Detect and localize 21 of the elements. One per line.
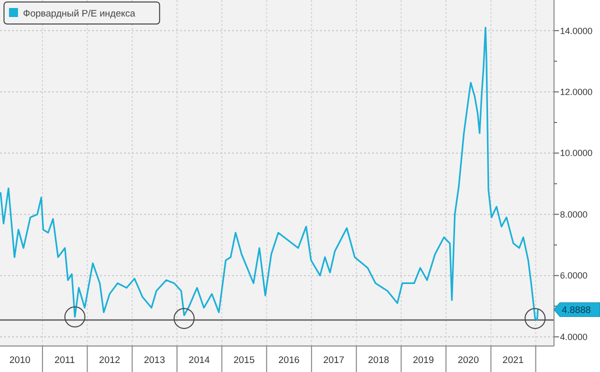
x-tick-label: 2012 — [99, 355, 120, 366]
y-tick-label: 6.0000 — [560, 270, 588, 281]
y-tick-label: 10.0000 — [560, 148, 593, 158]
x-tick-label: 2011 — [54, 355, 75, 366]
x-tick-label: 2015 — [233, 355, 255, 366]
y-tick-label: 8.0000 — [560, 209, 588, 220]
x-tick-label: 2010 — [9, 355, 30, 366]
annotation: 4.8888 — [562, 304, 591, 316]
x-tick-label: 2014 — [188, 355, 210, 366]
x-tick-label: 2013 — [144, 355, 165, 366]
legend-label: Форвардный P/E индекса — [23, 8, 136, 20]
x-tick-label: 2020 — [458, 355, 479, 366]
y-tick-label: 14.0000 — [560, 26, 593, 36]
x-tick-label: 2018 — [368, 355, 390, 366]
y-tick-label: 4.0000 — [560, 332, 588, 342]
y-tick-label: 12.0000 — [560, 87, 593, 98]
x-tick-label: 2019 — [412, 355, 434, 366]
x-tick-label: 2016 — [278, 355, 300, 366]
x-tick-label: 2021 — [502, 355, 524, 366]
line-series — [0, 26, 539, 321]
x-tick-label: 2017 — [323, 355, 344, 366]
